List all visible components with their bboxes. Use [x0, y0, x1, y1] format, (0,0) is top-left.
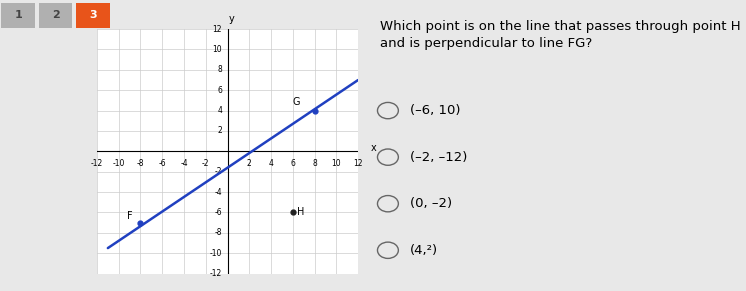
Text: -4: -4	[181, 159, 188, 168]
Text: -6: -6	[214, 208, 222, 217]
Text: F: F	[128, 211, 133, 221]
Text: -6: -6	[158, 159, 166, 168]
Text: -4: -4	[214, 188, 222, 196]
Text: 10: 10	[213, 45, 222, 54]
Text: 12: 12	[354, 159, 363, 168]
Text: -8: -8	[215, 228, 222, 237]
Text: 10: 10	[331, 159, 341, 168]
Text: 2: 2	[217, 127, 222, 135]
Text: H: H	[297, 207, 304, 217]
Text: -2: -2	[202, 159, 210, 168]
Text: -10: -10	[113, 159, 125, 168]
Text: (–6, 10): (–6, 10)	[410, 104, 461, 117]
Text: (–2, –12): (–2, –12)	[410, 151, 468, 164]
Text: 8: 8	[217, 65, 222, 74]
Text: 8: 8	[312, 159, 317, 168]
Text: -8: -8	[137, 159, 144, 168]
Text: -12: -12	[91, 159, 103, 168]
Text: (0, –2): (0, –2)	[410, 197, 452, 210]
Text: G: G	[292, 97, 301, 107]
Text: -10: -10	[210, 249, 222, 258]
Text: 2: 2	[51, 10, 60, 20]
Text: 6: 6	[290, 159, 295, 168]
Text: 2: 2	[247, 159, 251, 168]
Text: x: x	[371, 143, 377, 153]
Text: 12: 12	[213, 25, 222, 33]
Text: -2: -2	[215, 167, 222, 176]
Text: 6: 6	[217, 86, 222, 95]
Text: Which point is on the line that passes through point H
and is perpendicular to l: Which point is on the line that passes t…	[380, 20, 741, 50]
Text: 1: 1	[14, 10, 22, 20]
Text: 4: 4	[217, 106, 222, 115]
Text: -12: -12	[210, 269, 222, 278]
Text: y: y	[229, 14, 235, 24]
Text: 3: 3	[89, 10, 97, 20]
Text: 4: 4	[269, 159, 274, 168]
Text: (4,²): (4,²)	[410, 244, 439, 257]
